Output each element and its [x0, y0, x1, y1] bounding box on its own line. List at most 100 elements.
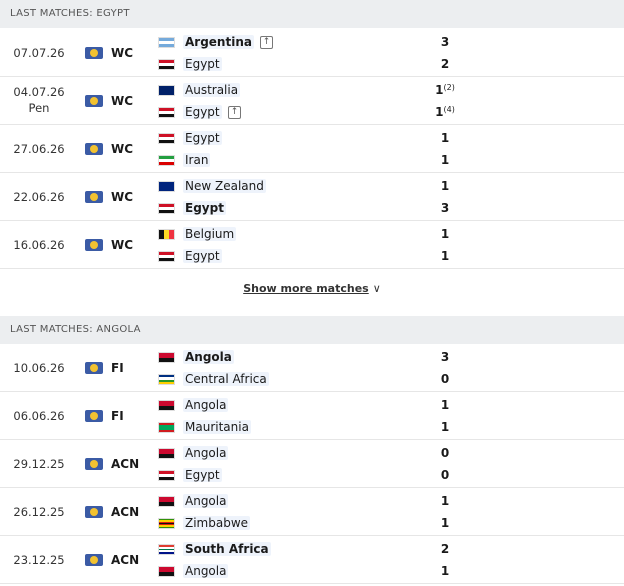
match-date: 07.07.26: [13, 46, 65, 60]
flag: [158, 374, 175, 385]
flag-stripe: [159, 571, 174, 576]
flag-stripe: [159, 230, 164, 239]
flag-stripe: [159, 449, 174, 454]
match-note: Pen: [28, 101, 50, 115]
team-name[interactable]: Argentina: [183, 35, 254, 49]
team-name[interactable]: Australia: [183, 83, 241, 97]
competition-icon: [85, 506, 103, 518]
team-name[interactable]: Angola: [183, 350, 234, 364]
score: 1: [430, 179, 460, 193]
match-row[interactable]: [0, 125, 624, 173]
match-row[interactable]: [0, 221, 624, 269]
competition: WC: [111, 238, 134, 252]
score-value: 0: [440, 446, 450, 460]
team-name[interactable]: Iran: [183, 153, 211, 167]
team-name[interactable]: Angola: [183, 494, 229, 508]
flag-stripe: [159, 522, 174, 525]
flag-stripe: [159, 159, 174, 162]
flag-stripe: [159, 134, 174, 137]
team-name[interactable]: Angola: [183, 446, 229, 460]
match-date: 26.12.25: [13, 505, 65, 519]
competition: WC: [111, 142, 134, 156]
match-row[interactable]: [0, 392, 624, 440]
match-row[interactable]: [0, 344, 624, 392]
team-name[interactable]: Zimbabwe: [183, 516, 251, 530]
team-name[interactable]: Egypt: [183, 249, 222, 263]
score-value: 1: [440, 249, 450, 263]
flag-stripe: [159, 156, 174, 159]
team-name[interactable]: Mauritania: [183, 420, 251, 434]
score-value: 1: [435, 105, 444, 119]
competition: FI: [111, 361, 124, 375]
flag-stripe: [159, 525, 174, 527]
flag-stripe: [159, 453, 174, 458]
flag-stripe: [159, 258, 174, 261]
competition-icon-globe: [90, 193, 98, 201]
flag: [158, 229, 175, 240]
score-value: 1: [440, 516, 450, 530]
score-value: 1: [440, 494, 450, 508]
flag-stripe: [159, 501, 174, 506]
competition-icon: [85, 47, 103, 59]
flag-stripe: [159, 252, 174, 255]
flag-stripe: [159, 108, 174, 111]
team-name[interactable]: Egypt: [183, 105, 222, 119]
score: 1: [430, 398, 460, 412]
team-name[interactable]: South Africa: [183, 542, 271, 556]
match-row[interactable]: [0, 440, 624, 488]
score: 1: [430, 420, 460, 434]
flag-stripe: [159, 477, 174, 480]
match-row[interactable]: [0, 29, 624, 77]
flag: [158, 470, 175, 481]
team-name[interactable]: Egypt: [183, 131, 222, 145]
flag-stripe: [159, 162, 174, 165]
flag-stripe: [159, 471, 174, 474]
flag: [158, 400, 175, 411]
team-name[interactable]: Belgium: [183, 227, 237, 241]
flag-stripe: [159, 114, 174, 117]
competition-icon-globe: [90, 412, 98, 420]
flag: [158, 37, 175, 48]
team-name[interactable]: Angola: [183, 398, 229, 412]
team-name[interactable]: Angola: [183, 564, 229, 578]
score-value: 2: [440, 542, 450, 556]
score: 1: [430, 131, 460, 145]
team-name[interactable]: New Zealand: [183, 179, 266, 193]
score: 0: [430, 372, 460, 386]
score: 1: [430, 494, 460, 508]
competition: ACN: [111, 505, 140, 519]
flag-stripe: [159, 429, 174, 432]
match-row[interactable]: [0, 536, 624, 584]
flag-stripe: [159, 405, 174, 410]
competition-icon: [85, 554, 103, 566]
score: 1: [430, 249, 460, 263]
score-value: 3: [440, 35, 450, 49]
flag-stripe: [159, 524, 174, 526]
team-name[interactable]: Central Africa: [183, 372, 269, 386]
show-more-text[interactable]: Show more matches: [243, 282, 369, 295]
team-name[interactable]: Egypt: [183, 57, 222, 71]
match-date: 06.06.26: [13, 409, 65, 423]
match-row[interactable]: [0, 77, 624, 125]
match-date: 10.06.26: [13, 361, 65, 375]
penalty-score: (4): [443, 105, 455, 114]
team-name[interactable]: Egypt: [183, 201, 226, 215]
flag-stripe: [159, 66, 174, 69]
flag: [158, 251, 175, 262]
flag-stripe: [159, 552, 174, 554]
flag-stripe: [159, 521, 174, 523]
match-date: 22.06.26: [13, 190, 65, 204]
show-more[interactable]: Show more matches ∨: [0, 282, 624, 295]
qualified-icon: ↑: [260, 36, 273, 49]
match-row[interactable]: [0, 173, 624, 221]
match-date: 29.12.25: [13, 457, 65, 471]
flag-stripe: [159, 41, 174, 44]
team-name[interactable]: Egypt: [183, 468, 222, 482]
competition-icon-globe: [90, 49, 98, 57]
competition-icon-globe: [90, 97, 98, 105]
flag: [158, 181, 175, 192]
flag-stripe: [159, 401, 174, 406]
match-row[interactable]: [0, 488, 624, 536]
flag-stripe: [159, 353, 174, 358]
flag-stripe: [159, 137, 174, 140]
